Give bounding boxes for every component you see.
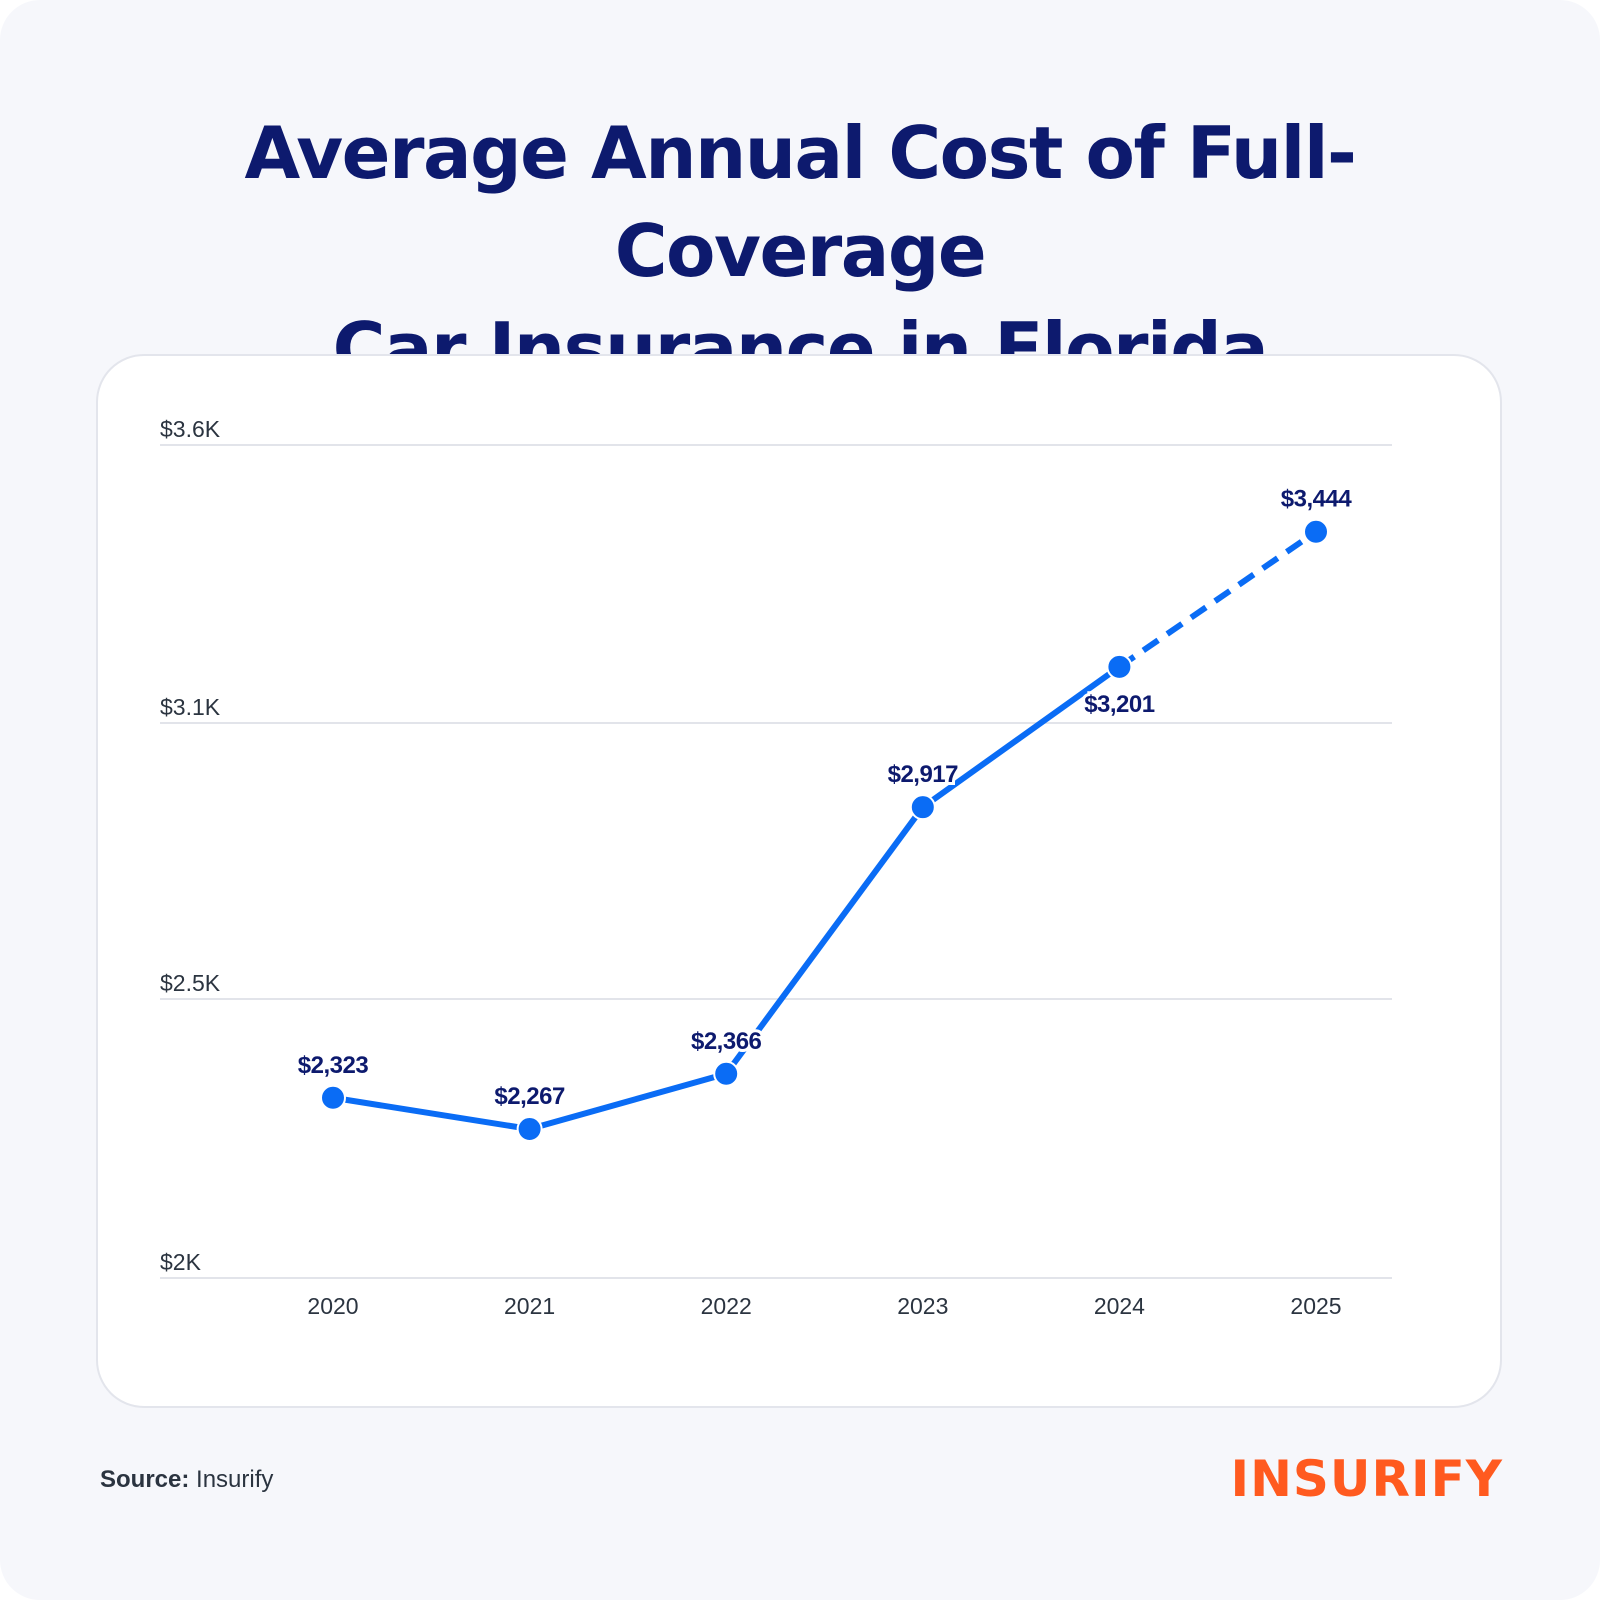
x-tick-label: 2020 [307,1293,358,1319]
data-label: $3,201 [1084,691,1155,718]
data-label: $2,917 [888,761,959,788]
insurify-logo: INSURIFY [1230,1450,1503,1508]
series-line-segment [528,1070,728,1132]
source-value: Insurify [196,1466,274,1493]
data-point [516,1116,543,1143]
series-line-segment [723,805,926,1076]
series-line-segment [921,664,1122,810]
chart-card: $2K $2.5K $3.1K $3.6K 2020 2021 2022 2023 2024 20… [96,354,1502,1408]
title-line-1: Average Annual Cost of Full-Coverage [244,111,1357,293]
line-chart: $2K $2.5K $3.1K $3.6K 2020 2021 2022 2023 2024 20… [160,416,1392,1319]
data-point [320,1084,346,1111]
data-point [909,794,936,821]
y-tick-label: $3.1K [160,694,221,720]
x-tick-label: 2022 [701,1293,752,1319]
data-point [713,1060,740,1087]
source-note: Source: Insurify [100,1466,273,1494]
source-label: Source: [100,1466,190,1493]
series-line-segment [332,1094,531,1132]
y-tick-label: $3.6K [160,416,221,442]
x-tick-label: 2025 [1290,1293,1341,1319]
data-label: $2,366 [691,1028,762,1055]
data-label: $2,267 [494,1083,565,1110]
series-line-segment [1117,529,1318,670]
data-point [1303,518,1329,545]
y-tick-label: $2.5K [160,970,221,996]
y-tick-label: $2K [160,1249,202,1275]
data-label: $3,444 [1281,486,1353,513]
x-tick-label: 2023 [897,1293,948,1319]
x-tick-label: 2024 [1094,1293,1145,1319]
data-label: $2,323 [298,1052,369,1079]
x-tick-label: 2021 [504,1293,555,1319]
data-point [1106,653,1133,680]
